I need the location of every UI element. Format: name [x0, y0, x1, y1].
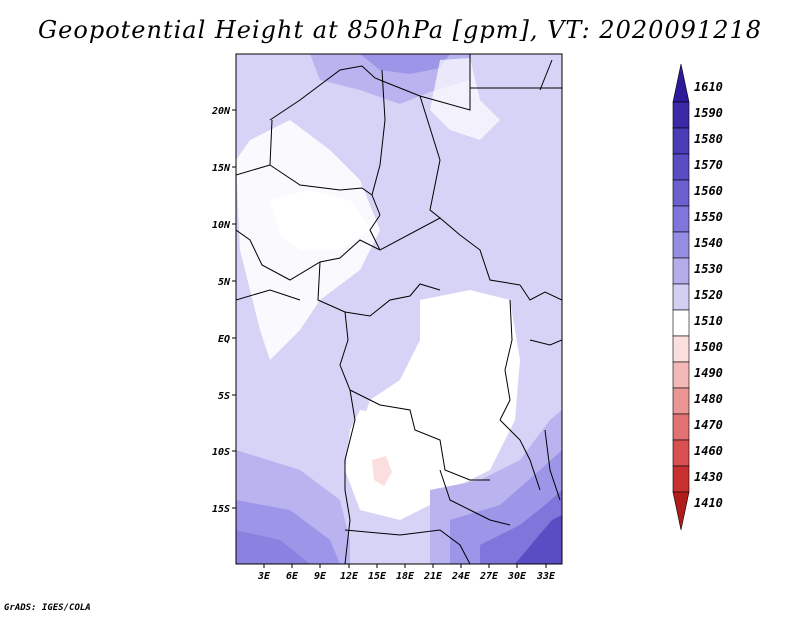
border-namibia	[344, 529, 471, 564]
colorbar-label: 1530	[694, 262, 723, 276]
credit-label: GrADS: IGES/COLA	[4, 603, 91, 613]
lon-label: 15E	[368, 571, 387, 582]
border-cameroon	[236, 229, 381, 281]
border-mozambique	[544, 429, 561, 501]
lon-label: 33E	[536, 571, 556, 582]
colorbar-swatch	[672, 439, 690, 467]
lon-label: 21E	[423, 571, 443, 582]
colorbar-swatch	[672, 283, 690, 311]
colorbar-swatch	[672, 153, 690, 181]
border-chad-sudan	[419, 95, 441, 219]
colorbar-label: 1500	[694, 340, 723, 354]
colorbar-label: 1610	[694, 80, 723, 94]
border-nigeria-north	[269, 164, 373, 196]
border-car-north	[369, 214, 521, 286]
lat-label: 10N	[212, 220, 231, 231]
colorbar-label: 1490	[694, 366, 723, 380]
colorbar-swatch	[672, 231, 690, 259]
colorbar-label: 1510	[694, 314, 723, 328]
border-lakes	[499, 299, 513, 421]
field-se-1570	[515, 515, 562, 564]
field-pink-1510	[372, 456, 392, 486]
colorbar-label: 1480	[694, 392, 723, 406]
colorbar-label: 1430	[694, 470, 723, 484]
lat-label: 20N	[211, 106, 231, 117]
border-angola-coast	[344, 389, 356, 564]
colorbar-swatch	[672, 413, 690, 441]
country-borders	[236, 54, 562, 564]
map-frame	[235, 53, 563, 565]
lon-label: 27E	[479, 571, 499, 582]
lon-label: 30E	[507, 571, 527, 582]
lon-label: 3E	[257, 571, 271, 582]
lat-label: 5N	[218, 277, 231, 288]
colorbar-swatch	[672, 491, 690, 531]
field-nigeria-1520	[270, 190, 370, 250]
colorbar-swatch	[672, 309, 690, 337]
colorbar-label: 1590	[694, 106, 723, 120]
lat-label: 15S	[212, 504, 230, 515]
field-sw-1560	[236, 530, 310, 564]
colorbar-swatch	[672, 387, 690, 415]
colorbar-swatch	[672, 361, 690, 389]
border-zambia	[439, 469, 511, 526]
border-angola	[349, 389, 490, 481]
colorbar-swatch	[672, 101, 690, 129]
lat-label: 15N	[212, 163, 231, 174]
colorbar-label: 1570	[694, 158, 723, 172]
colorbar-label: 1550	[694, 210, 723, 224]
colorbar-label: 1580	[694, 132, 723, 146]
colorbar-swatch	[672, 179, 690, 207]
colorbar-swatch	[672, 127, 690, 155]
lat-label: EQ	[218, 334, 230, 345]
colorbar-label: 1560	[694, 184, 723, 198]
field-egypt-1520	[430, 58, 500, 140]
border-libya	[269, 54, 471, 121]
lon-label: 6E	[286, 571, 299, 582]
height-field	[236, 54, 562, 564]
lat-ticks	[232, 109, 236, 509]
lon-labels: 3E 6E 9E 12E 15E 18E 21E 24E 27E 30E 33E	[257, 571, 556, 582]
colorbar-swatch	[672, 257, 690, 285]
lon-label: 24E	[451, 571, 471, 582]
border-kenya	[529, 339, 562, 346]
lon-label: 9E	[314, 571, 327, 582]
border-south-sudan	[519, 284, 562, 301]
lat-label: 10S	[212, 447, 230, 458]
colorbar-label: 1540	[694, 236, 723, 250]
colorbar-swatch	[672, 205, 690, 233]
coast-red-sea	[539, 59, 553, 91]
coast-guinea	[236, 289, 301, 301]
field-north-1550	[360, 54, 450, 74]
lon-label: 12E	[340, 571, 359, 582]
colorbar-label: 1460	[694, 444, 723, 458]
colorbar-label: 1470	[694, 418, 723, 432]
colorbar-swatch	[672, 63, 690, 103]
field-angola-1520	[345, 410, 450, 520]
border-chad-west	[371, 69, 386, 216]
border-tanzania	[499, 419, 541, 491]
lat-labels: 20N 15N 10N 5N EQ 5S 10S 15S	[211, 106, 231, 515]
border-congo	[339, 311, 351, 391]
colorbar: 1610 1590 1580 1570 1560 1550 1540 1530 1520 1510…	[672, 63, 723, 531]
lon-ticks	[263, 564, 547, 568]
border-car-south	[317, 261, 441, 317]
map-title: Geopotential Height at 850hPa [gpm], VT:…	[38, 16, 762, 44]
colorbar-swatch	[672, 335, 690, 363]
colorbar-label: 1410	[694, 496, 723, 510]
lat-label: 5S	[218, 391, 230, 402]
lon-label: 18E	[396, 571, 415, 582]
colorbar-swatch	[672, 465, 690, 493]
colorbar-label: 1520	[694, 288, 723, 302]
